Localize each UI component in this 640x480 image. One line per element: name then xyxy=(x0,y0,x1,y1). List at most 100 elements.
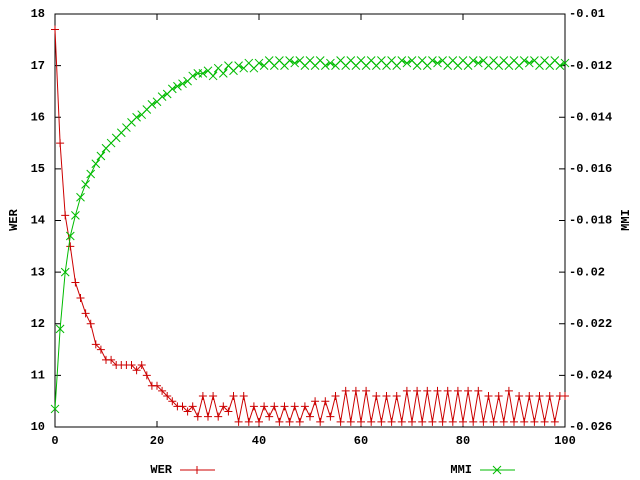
point-marker xyxy=(357,417,365,426)
point-marker xyxy=(479,417,488,426)
point-marker xyxy=(413,386,422,395)
y2-tick-label: -0.018 xyxy=(569,214,612,228)
point-marker xyxy=(443,386,452,395)
point-marker xyxy=(218,69,228,78)
point-marker xyxy=(285,417,294,426)
point-marker xyxy=(320,61,330,70)
point-marker xyxy=(408,417,416,426)
point-marker xyxy=(96,151,106,161)
point-marker xyxy=(377,417,386,426)
y-tick-label: 12 xyxy=(31,317,45,331)
point-marker xyxy=(550,417,559,426)
point-marker xyxy=(397,417,406,426)
point-marker xyxy=(372,392,381,401)
y-axis-label: WER xyxy=(7,208,21,230)
point-marker xyxy=(127,361,136,370)
point-marker xyxy=(519,56,529,65)
point-marker xyxy=(163,392,172,401)
point-marker xyxy=(473,58,483,68)
point-marker xyxy=(300,402,309,411)
point-marker xyxy=(86,169,96,179)
point-marker xyxy=(178,402,187,411)
y2-tick-label: -0.016 xyxy=(569,162,612,176)
point-marker xyxy=(290,58,300,68)
point-marker xyxy=(275,417,284,426)
y2-axis-label: MMI xyxy=(619,209,633,231)
x-tick-label: 80 xyxy=(456,434,470,448)
point-marker xyxy=(362,386,371,395)
x-tick-label: 40 xyxy=(252,434,266,448)
point-marker xyxy=(367,417,376,426)
point-marker xyxy=(204,412,212,421)
x-tick-label: 0 xyxy=(51,434,58,448)
point-marker xyxy=(336,417,345,426)
point-marker xyxy=(168,397,177,406)
point-marker xyxy=(387,417,396,426)
point-marker xyxy=(453,386,462,395)
point-marker xyxy=(66,242,75,251)
legend-label: MMI xyxy=(450,463,472,477)
point-marker xyxy=(81,309,90,318)
point-marker xyxy=(107,355,116,364)
point-marker xyxy=(71,278,80,287)
point-marker xyxy=(60,267,70,277)
point-marker xyxy=(474,386,483,395)
y2-tick-label: -0.022 xyxy=(569,317,612,331)
point-marker xyxy=(321,397,330,406)
point-marker xyxy=(157,92,167,101)
point-marker xyxy=(397,56,407,65)
point-marker xyxy=(76,192,85,202)
y2-tick-label: -0.024 xyxy=(569,369,612,383)
x-tick-label: 20 xyxy=(150,434,164,448)
point-marker xyxy=(438,417,447,426)
point-marker xyxy=(50,404,60,414)
point-marker xyxy=(392,392,401,401)
point-marker xyxy=(244,417,253,426)
point-marker xyxy=(209,392,218,401)
point-marker xyxy=(173,81,182,91)
point-marker xyxy=(147,99,157,109)
point-marker xyxy=(545,392,554,401)
point-marker xyxy=(295,417,304,426)
point-marker xyxy=(178,79,187,89)
point-marker xyxy=(188,71,198,81)
point-marker xyxy=(219,402,228,411)
point-marker xyxy=(316,417,325,426)
point-marker xyxy=(290,402,299,411)
legend-label: WER xyxy=(150,463,172,477)
y-tick-label: 15 xyxy=(31,162,45,176)
point-marker xyxy=(71,210,80,220)
point-marker xyxy=(520,417,529,426)
point-marker xyxy=(433,386,442,395)
point-marker xyxy=(464,386,473,395)
y2-tick-label: -0.02 xyxy=(569,265,605,279)
point-marker xyxy=(484,392,493,401)
point-marker xyxy=(193,466,201,474)
y2-tick-label: -0.026 xyxy=(569,420,612,434)
point-marker xyxy=(510,417,518,426)
point-marker xyxy=(81,180,90,189)
point-marker xyxy=(341,386,350,395)
point-marker xyxy=(249,402,258,411)
point-marker xyxy=(137,361,146,370)
point-marker xyxy=(382,392,391,401)
point-marker xyxy=(535,392,544,401)
point-marker xyxy=(285,56,294,65)
y-tick-label: 13 xyxy=(31,265,45,279)
point-marker xyxy=(260,402,269,411)
point-marker xyxy=(234,417,243,426)
point-marker xyxy=(132,112,141,122)
point-marker xyxy=(239,392,248,401)
point-marker xyxy=(198,69,208,78)
point-marker xyxy=(492,465,502,475)
y2-tick-label: -0.014 xyxy=(569,110,612,124)
point-marker xyxy=(254,58,264,68)
point-marker xyxy=(311,397,320,406)
y-tick-label: 10 xyxy=(31,420,45,434)
point-marker xyxy=(183,407,192,416)
point-marker xyxy=(428,56,437,65)
point-marker xyxy=(515,392,524,401)
point-marker xyxy=(96,345,105,354)
point-marker xyxy=(306,412,314,421)
point-marker xyxy=(65,231,75,241)
